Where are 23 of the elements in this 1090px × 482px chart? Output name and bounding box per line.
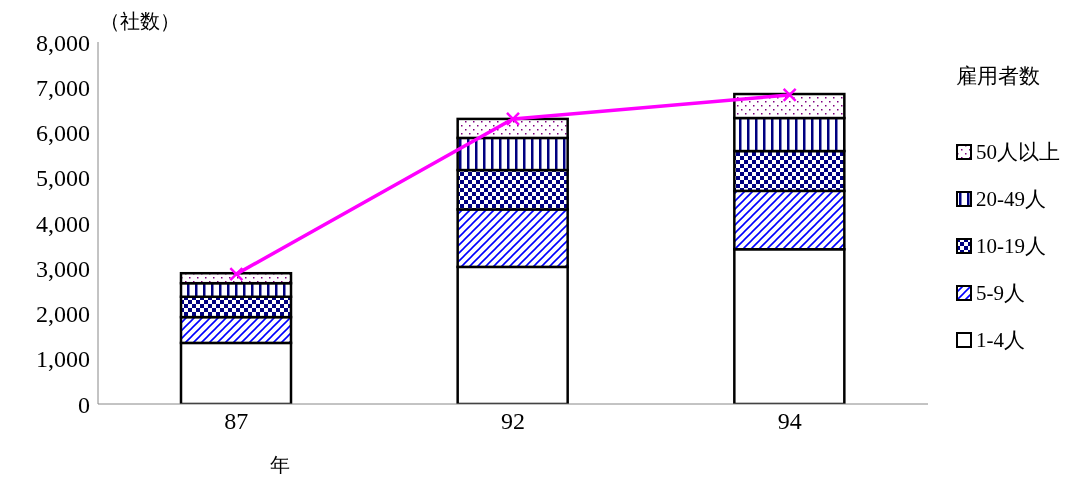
point	[229, 266, 244, 282]
y-tick-label: 6,000	[36, 120, 90, 147]
y-tick-label: 5,000	[36, 165, 90, 192]
y-tick-label: 2,000	[36, 301, 90, 328]
x-tick-label: 94	[777, 408, 802, 435]
y-tick-label: 0	[78, 391, 90, 418]
legend-label: 5-9人	[976, 279, 1025, 307]
y-tick-label: 3,000	[36, 255, 90, 282]
y-axis-title: （社数）	[100, 8, 180, 35]
y-tick-label: 8,000	[36, 29, 90, 56]
y-tick-label: 7,000	[36, 74, 90, 101]
legend-label: 10-19人	[976, 232, 1046, 260]
legend-title: 雇用者数	[956, 63, 1041, 90]
point	[505, 111, 521, 127]
y-tick-label: 1,000	[36, 346, 90, 373]
x-tick-label: 87	[224, 408, 249, 435]
legend-label: 50人以上	[976, 138, 1060, 166]
point	[782, 87, 797, 103]
legend-label: 20-49人	[976, 185, 1046, 213]
x-axis-title: 年	[270, 453, 290, 477]
legend-label: 1-4人	[976, 326, 1025, 354]
y-tick-label: 4,000	[36, 210, 90, 237]
x-tick-label: 92	[501, 408, 525, 435]
